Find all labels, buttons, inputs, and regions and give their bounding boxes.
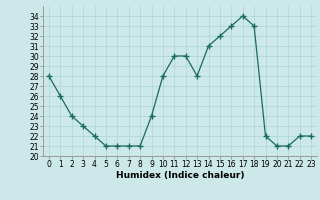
X-axis label: Humidex (Indice chaleur): Humidex (Indice chaleur) <box>116 171 244 180</box>
